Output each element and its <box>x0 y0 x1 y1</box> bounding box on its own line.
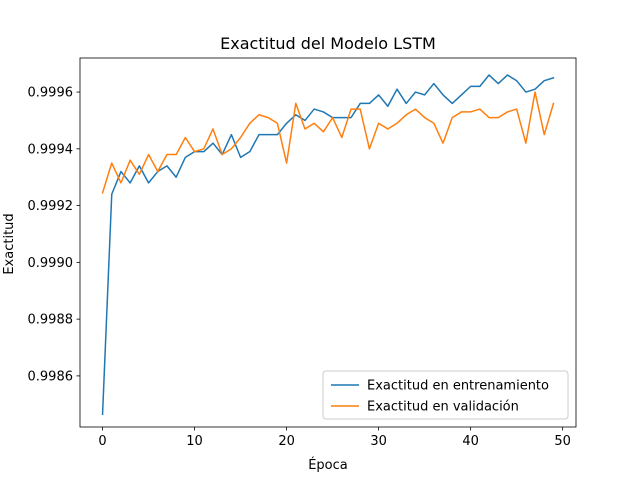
y-tick-label: 0.9986 <box>28 369 74 384</box>
x-tick-label: 30 <box>370 434 387 449</box>
x-axis-label: Época <box>308 457 348 473</box>
series-line-1 <box>101 74 555 416</box>
x-tick-label: 50 <box>554 434 571 449</box>
x-tick-label: 20 <box>278 434 295 449</box>
y-axis-label: Exactitud <box>2 213 17 274</box>
x-tick-label: 40 <box>462 434 479 449</box>
legend-label-2: Exactitud en validación <box>367 400 519 415</box>
x-tick-label: 10 <box>186 434 203 449</box>
y-tick-label: 0.9990 <box>28 256 74 271</box>
series-line-2 <box>101 91 555 194</box>
legend-box <box>322 370 569 420</box>
legend: Exactitud en entrenamiento Exactitud en v… <box>322 370 569 420</box>
y-tick-label: 0.9988 <box>28 313 74 328</box>
axes-frame <box>79 57 577 428</box>
x-tick-label: 0 <box>98 434 106 449</box>
legend-label-1: Exactitud en entrenamiento <box>367 379 549 394</box>
chart-title: Exactitud del Modelo LSTM <box>220 34 436 53</box>
plot-area: 0 10 20 30 40 50 0.9986 0.9988 0.9990 0.9992 0.999… <box>28 57 577 449</box>
y-tick-label: 0.9992 <box>28 199 74 214</box>
y-tick-label: 0.9994 <box>28 142 74 157</box>
y-tick-label: 0.9996 <box>28 86 74 101</box>
